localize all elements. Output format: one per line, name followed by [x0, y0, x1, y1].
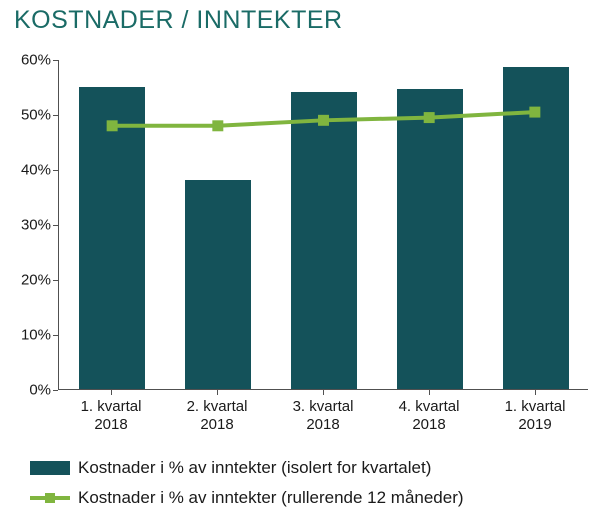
- y-axis-tick-label: 10%: [21, 327, 51, 344]
- y-axis-tick-mark: [53, 390, 58, 391]
- legend-item-line: Kostnader i % av inntekter (rullerende 1…: [30, 488, 464, 508]
- y-axis-tick-label: 50%: [21, 107, 51, 124]
- y-axis-tick-label: 60%: [21, 52, 51, 69]
- line-marker: [424, 112, 435, 123]
- x-axis-tick-mark: [429, 390, 430, 395]
- x-axis-tick-mark: [111, 390, 112, 395]
- y-axis-tick-label: 40%: [21, 162, 51, 179]
- x-axis-tick-mark: [217, 390, 218, 395]
- x-axis-tick-label: 1. kvartal 2019: [482, 398, 588, 434]
- legend-label: Kostnader i % av inntekter (isolert for …: [78, 458, 431, 478]
- x-axis-tick-label: 3. kvartal 2018: [270, 398, 376, 434]
- legend-item-bar: Kostnader i % av inntekter (isolert for …: [30, 458, 464, 478]
- legend: Kostnader i % av inntekter (isolert for …: [30, 458, 464, 518]
- x-axis-tick-label: 2. kvartal 2018: [164, 398, 270, 434]
- legend-swatch-line: [30, 491, 70, 505]
- x-axis-tick-mark: [323, 390, 324, 395]
- line-marker: [107, 120, 118, 131]
- x-axis-tick-label: 1. kvartal 2018: [58, 398, 164, 434]
- y-axis-tick-label: 0%: [29, 382, 51, 399]
- legend-label: Kostnader i % av inntekter (rullerende 1…: [78, 488, 464, 508]
- plot-region: [58, 60, 588, 390]
- chart-title: KOSTNADER / INNTEKTER: [14, 6, 343, 35]
- x-axis-tick-mark: [535, 390, 536, 395]
- line-marker: [529, 107, 540, 118]
- chart-area: 0% 10% 20% 30% 40% 50% 60% 1. kvartal 20182. k…: [0, 50, 599, 450]
- trend-line: [59, 60, 588, 389]
- legend-swatch-bar: [30, 461, 70, 475]
- x-axis-tick-label: 4. kvartal 2018: [376, 398, 482, 434]
- y-axis-tick-label: 20%: [21, 272, 51, 289]
- y-axis-tick-label: 30%: [21, 217, 51, 234]
- line-marker: [212, 120, 223, 131]
- line-marker: [318, 115, 329, 126]
